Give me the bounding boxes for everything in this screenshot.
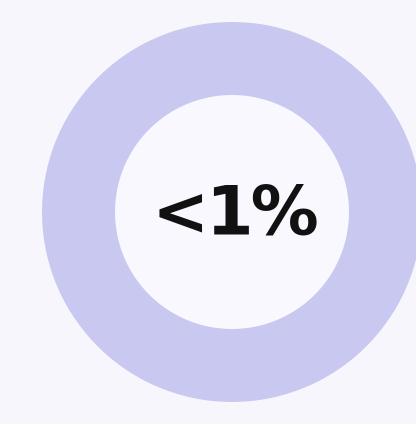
donut-hole bbox=[115, 95, 349, 329]
center-label: <1% bbox=[152, 173, 316, 252]
